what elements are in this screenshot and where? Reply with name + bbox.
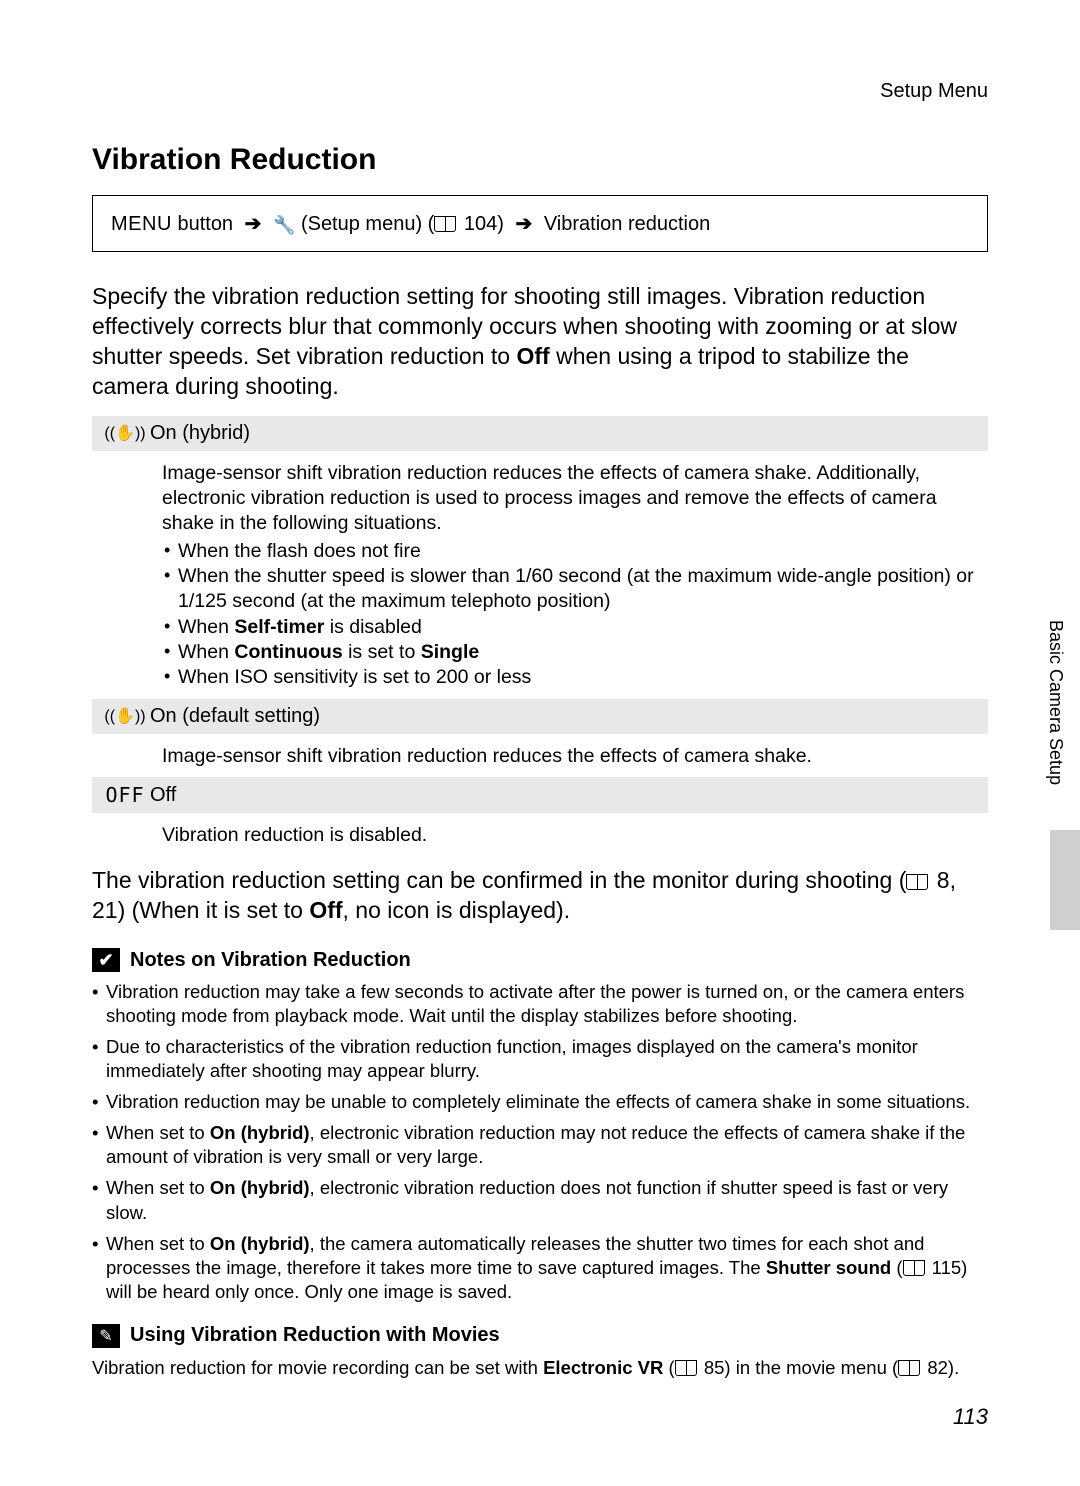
list-item: When ISO sensitivity is set to 200 or le… [162,665,980,690]
list-item: When set to On (hybrid), electronic vibr… [92,1176,988,1224]
breadcrumb-target: Vibration reduction [544,213,710,235]
movie-text: Vibration reduction for movie recording … [92,1356,988,1380]
option-header: ((✋)) On (hybrid) [92,416,988,451]
list-item: Due to characteristics of the vibration … [92,1035,988,1083]
arrow-icon: ➔ [515,211,532,236]
setup-label: (Setup menu) [301,213,422,235]
list-item: When the shutter speed is slower than 1/… [162,564,980,615]
side-tab-marker [1050,830,1080,930]
after-options-text: The vibration reduction setting can be c… [92,866,988,926]
arrow-icon: ➔ [245,211,262,236]
side-tab: Basic Camera Setup [1030,620,1080,880]
option-header: OFF Off [92,777,988,813]
option-label: On (default setting) [150,705,320,728]
intro-text: Specify the vibration reduction setting … [92,282,988,402]
notes-header: ✔ Notes on Vibration Reduction [92,948,988,972]
option-description: Image-sensor shift vibration reduction r… [92,734,988,777]
book-icon [903,1260,925,1276]
option-description: Vibration reduction is disabled. [92,813,988,856]
page-title: Vibration Reduction [92,143,988,177]
option-label: On (hybrid) [150,422,250,445]
vr-on-icon: ((✋)) [100,706,150,726]
section-header: Setup Menu [92,80,988,103]
option-bullets: When the flash does not fire When the sh… [162,539,980,691]
book-icon [675,1360,697,1376]
list-item: When set to On (hybrid), electronic vibr… [92,1121,988,1169]
page-ref: 104) [464,213,504,235]
notes-list: Vibration reduction may take a few secon… [92,980,988,1304]
button-label: button [177,213,233,235]
movies-title: Using Vibration Reduction with Movies [130,1324,500,1347]
list-item: Vibration reduction may be unable to com… [92,1090,988,1114]
list-item: When the flash does not fire [162,539,980,564]
list-item: When set to On (hybrid), the camera auto… [92,1232,988,1304]
movies-header: Using Vibration Reduction with Movies [92,1324,988,1348]
check-icon: ✔ [92,948,120,972]
list-item: When Self-timer is disabled [162,615,980,640]
wrench-icon: 🔧 [273,215,295,236]
menu-word: MENU [111,213,172,235]
notes-title: Notes on Vibration Reduction [130,949,411,972]
breadcrumb: MENU button ➔ 🔧 (Setup menu) ( 104) ➔ Vi… [92,195,988,252]
vr-hybrid-icon: ((✋)) [100,423,150,443]
tip-icon [92,1324,120,1348]
page-number: 113 [953,1404,988,1430]
list-item: When Continuous is set to Single [162,640,980,665]
option-description: Image-sensor shift vibration reduction r… [92,451,988,699]
option-label: Off [150,784,176,807]
book-icon [906,874,928,890]
book-icon [898,1360,920,1376]
vr-off-icon: OFF [100,783,150,807]
book-icon [434,216,456,232]
list-item: Vibration reduction may take a few secon… [92,980,988,1028]
manual-page: Setup Menu Vibration Reduction MENU butt… [0,0,1080,1486]
option-header: ((✋)) On (default setting) [92,699,988,734]
side-label: Basic Camera Setup [1045,620,1066,785]
